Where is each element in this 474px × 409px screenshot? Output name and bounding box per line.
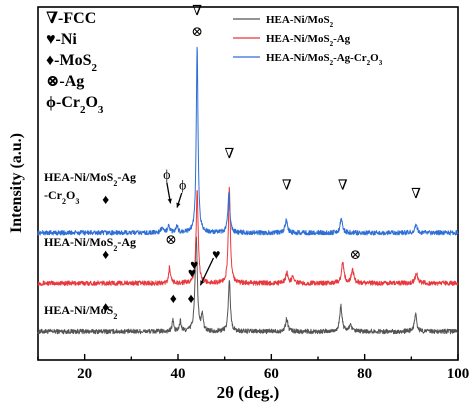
phase-label: O [85,94,97,111]
phase-label: -FCC [58,10,96,27]
subscript: 2 [80,104,86,116]
phase-symbol: ♦ [46,52,54,69]
phase-label: -Ni [56,31,78,48]
phase-marker: ♥ [188,267,196,282]
phase-marker: ∇ [192,4,202,19]
phase-marker: ♥ [212,248,220,263]
label-text: HEA-Ni/MoS [266,33,330,45]
phase-marker: ♦ [170,292,177,307]
label-text: -Cr [44,188,63,202]
phase-legend-item: ♦-MoS2 [46,52,98,74]
phase-marker: ♦ [102,248,109,263]
subscript: 2 [62,197,66,206]
label-text: -Ag [333,33,351,45]
subscript: 2 [113,179,117,188]
x-axis-label: 2θ (deg.) [217,383,280,402]
phase-marker: ϕ [163,168,170,183]
subscript: 3 [98,104,104,116]
x-tick-label: 20 [77,366,92,382]
label-text: O [66,188,75,202]
phase-legend-item: ϕ-Cr2O3 [46,94,104,116]
arrow-head [167,198,172,204]
legend-label: HEA-Ni/MoS2-Ag [266,33,351,48]
phase-marker: ϕ [179,179,186,194]
phase-marker: ♦ [102,300,109,315]
plot-frame [37,6,459,361]
arrow-head [200,280,205,286]
legend-label: HEA-Ni/MoS2-Ag-Cr2O3 [266,52,383,67]
phase-legend-item: ⊗-Ag [46,73,84,90]
curve-labels: HEA-Ni/MoS2-Ag-Cr2O3HEA-Ni/MoS2-AgHEA-Ni… [44,170,136,321]
series-line [37,236,459,335]
label-text: -Ag [117,235,136,249]
curve-label: -Cr2O3 [44,188,79,206]
subscript: 3 [379,59,383,67]
subscript: 3 [75,197,79,206]
series-line [37,186,459,286]
label-text: -Ag-Cr [333,52,367,64]
curve-label: HEA-Ni/MoS2 [44,303,117,321]
phase-symbol: ∇ [46,10,58,27]
curve-label: HEA-Ni/MoS2-Ag [44,235,136,253]
subscript: 2 [330,40,334,48]
marker-layer: ∇⊗∇∇ ∇∇ϕϕ♦⊗♦ ⊗♦♦ ♦♥♥♥ [102,4,421,315]
annotation-arrow [199,257,215,286]
tick-layer: 20 40 60 80 100 [37,354,470,382]
label-text: HEA-Ni/MoS [44,170,114,184]
phase-marker: ⊗ [349,248,361,263]
phase-marker: ∇ [224,147,234,162]
x-tick-label: 60 [264,366,279,382]
label-text: HEA-Ni/MoS [44,303,114,317]
arrow-head [176,202,181,208]
phase-symbol: ⊗ [46,73,59,90]
phase-symbol: ♥ [46,31,56,48]
subscript: 2 [113,312,117,321]
label-text: HEA-Ni/MoS [266,14,330,26]
label-text: O [370,52,379,64]
y-axis-label: Intensity (a.u.) [8,133,25,233]
phase-label: -Ag [59,73,84,90]
subscript: 2 [113,244,117,253]
label-text: HEA-Ni/MoS [44,235,114,249]
phase-label: -MoS [54,52,91,69]
phase-marker: ∇ [338,179,348,194]
series-layer [37,46,459,335]
phase-marker: ∇ [282,179,292,194]
phase-legend: ∇-FCC♥-Ni♦-MoS2⊗-Agϕ-Cr2O3 [46,10,104,116]
phase-marker: ♥ [190,258,198,273]
phase-marker: ♦ [187,292,194,307]
series-legend: HEA-Ni/MoS2HEA-Ni/MoS2-AgHEA-Ni/MoS2-Ag-… [233,14,383,67]
phase-marker: ∇ [411,187,421,202]
legend-label: HEA-Ni/MoS2 [266,14,334,29]
subscript: 2 [330,59,334,67]
subscript: 2 [367,59,371,67]
phase-marker: ⊗ [165,233,177,248]
phase-marker: ⊗ [191,25,203,40]
subscript: 2 [330,21,334,29]
label-text: -Ag [117,170,136,184]
phase-marker: ♦ [102,193,109,208]
phase-label: -Cr [56,94,80,111]
subscript: 2 [92,62,98,74]
phase-legend-item: ∇-FCC [46,10,96,27]
curve-label: HEA-Ni/MoS2-Ag [44,170,136,188]
label-text: HEA-Ni/MoS [266,52,330,64]
phase-legend-item: ♥-Ni [46,31,77,48]
phase-symbol: ϕ [46,94,56,111]
x-tick-label: 40 [171,366,186,382]
x-tick-label: 100 [447,366,470,382]
x-tick-label: 80 [357,366,372,382]
series-line [37,46,459,236]
